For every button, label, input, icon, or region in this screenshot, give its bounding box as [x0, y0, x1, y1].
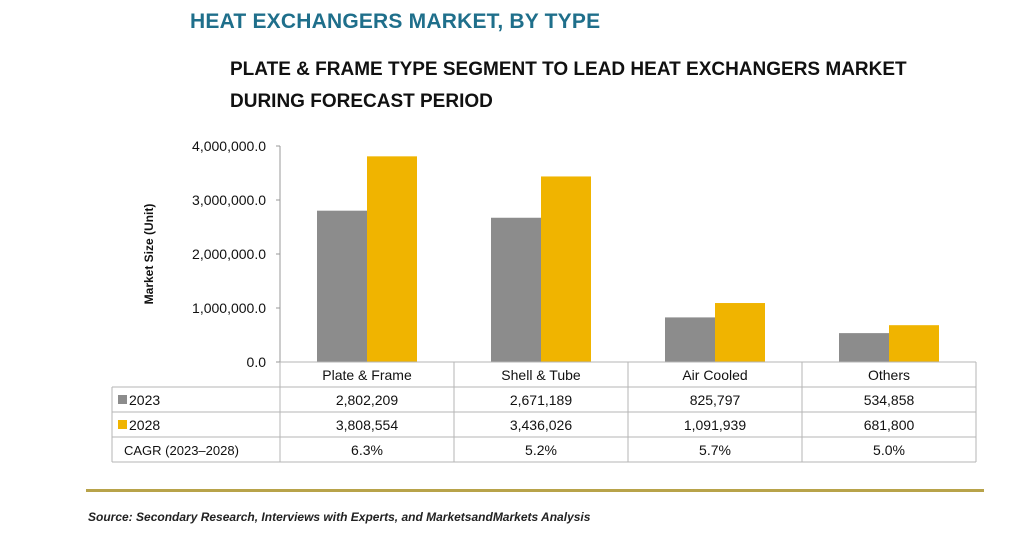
- chart-title: HEAT EXCHANGERS MARKET, BY TYPE: [190, 10, 601, 33]
- cagr-value: 5.0%: [873, 442, 905, 458]
- bar-2023-1: [491, 217, 541, 362]
- bar-2023-2: [665, 317, 715, 362]
- cagr-value: 6.3%: [351, 442, 383, 458]
- y-tick-label: 4,000,000.0: [192, 138, 266, 154]
- data-label: 534,858: [864, 392, 915, 408]
- footer-divider: [86, 489, 984, 492]
- data-label: 3,808,554: [336, 417, 398, 433]
- x-category-label: Others: [868, 367, 910, 383]
- legend-swatch-2023: [118, 395, 127, 404]
- y-tick-label: 3,000,000.0: [192, 192, 266, 208]
- bar-2028-0: [367, 156, 417, 362]
- data-label: 681,800: [864, 417, 915, 433]
- y-tick-label: 2,000,000.0: [192, 246, 266, 262]
- bar-2028-2: [715, 303, 765, 362]
- data-label: 1,091,939: [684, 417, 746, 433]
- data-label: 825,797: [690, 392, 741, 408]
- x-category-label: Air Cooled: [682, 367, 747, 383]
- bar-2023-3: [839, 333, 889, 362]
- x-category-label: Shell & Tube: [501, 367, 581, 383]
- bar-2028-1: [541, 176, 591, 362]
- bar-chart: 0.0 1,000,000.0 2,000,000.0 3,000,000.0 4,00…: [111, 138, 977, 463]
- bar-2023-0: [317, 210, 367, 362]
- source-note: Source: Secondary Research, Interviews w…: [88, 510, 591, 524]
- x-category-label: Plate & Frame: [322, 367, 412, 383]
- bar-2028-3: [889, 325, 939, 362]
- data-label: 2,802,209: [336, 392, 398, 408]
- cagr-value: 5.7%: [699, 442, 731, 458]
- data-label: 3,436,026: [510, 417, 572, 433]
- legend-label-2023: 2023: [129, 392, 160, 408]
- cagr-value: 5.2%: [525, 442, 557, 458]
- y-tick-label: 0.0: [247, 354, 267, 370]
- cagr-row-label: CAGR (2023–2028): [124, 443, 239, 458]
- y-axis-label: Market Size (Unit): [142, 204, 156, 305]
- legend-label-2028: 2028: [129, 417, 160, 433]
- legend-swatch-2028: [118, 420, 127, 429]
- y-tick-label: 1,000,000.0: [192, 300, 266, 316]
- chart-subtitle: PLATE & FRAME TYPE SEGMENT TO LEAD HEAT …: [230, 59, 907, 112]
- data-label: 2,671,189: [510, 392, 572, 408]
